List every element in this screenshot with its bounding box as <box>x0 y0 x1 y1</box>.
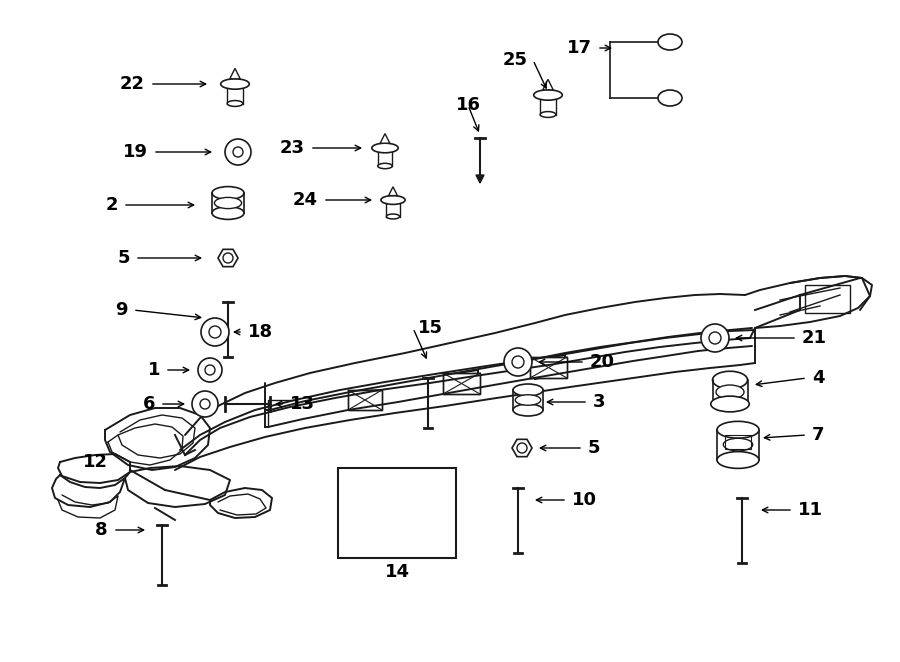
Text: 19: 19 <box>123 143 148 161</box>
Text: 25: 25 <box>503 51 528 69</box>
Ellipse shape <box>711 396 749 412</box>
Polygon shape <box>348 390 382 410</box>
Text: 1: 1 <box>148 361 160 379</box>
Ellipse shape <box>220 79 249 89</box>
Text: 10: 10 <box>572 491 597 509</box>
Circle shape <box>192 391 218 417</box>
Text: 18: 18 <box>248 323 273 341</box>
Circle shape <box>701 324 729 352</box>
Text: 11: 11 <box>798 501 823 519</box>
Ellipse shape <box>534 90 562 100</box>
Polygon shape <box>512 440 532 457</box>
Polygon shape <box>543 79 553 90</box>
Text: 17: 17 <box>567 39 592 57</box>
Polygon shape <box>443 373 480 394</box>
Polygon shape <box>380 134 390 143</box>
Polygon shape <box>389 187 398 195</box>
Ellipse shape <box>513 384 543 396</box>
Text: 2: 2 <box>105 196 118 214</box>
Text: 7: 7 <box>812 426 824 444</box>
Text: 9: 9 <box>115 301 128 319</box>
Circle shape <box>198 358 222 382</box>
Text: 23: 23 <box>280 139 305 157</box>
Circle shape <box>201 318 229 346</box>
Text: 5: 5 <box>588 439 600 457</box>
Bar <box>805 285 850 313</box>
Text: 21: 21 <box>802 329 827 347</box>
Ellipse shape <box>658 34 682 50</box>
Bar <box>338 468 456 558</box>
Polygon shape <box>230 68 240 79</box>
Text: 15: 15 <box>418 319 443 337</box>
Text: 6: 6 <box>142 395 155 413</box>
Ellipse shape <box>717 421 759 438</box>
Text: 14: 14 <box>384 563 410 581</box>
Polygon shape <box>218 250 238 267</box>
Ellipse shape <box>212 207 244 219</box>
Circle shape <box>225 139 251 165</box>
Ellipse shape <box>717 451 759 469</box>
Text: 12: 12 <box>83 453 108 471</box>
Text: 22: 22 <box>120 75 145 93</box>
Ellipse shape <box>386 214 400 219</box>
Ellipse shape <box>540 112 556 117</box>
Ellipse shape <box>378 164 392 169</box>
Ellipse shape <box>658 90 682 106</box>
Text: 5: 5 <box>118 249 130 267</box>
Circle shape <box>517 443 527 453</box>
Ellipse shape <box>227 101 243 107</box>
Circle shape <box>512 356 524 368</box>
Polygon shape <box>476 175 484 183</box>
Text: 3: 3 <box>593 393 606 411</box>
Ellipse shape <box>214 197 241 209</box>
Text: 20: 20 <box>590 353 615 371</box>
Text: 13: 13 <box>290 395 315 413</box>
Ellipse shape <box>372 143 398 153</box>
Polygon shape <box>530 357 567 378</box>
Text: 24: 24 <box>293 191 318 209</box>
Circle shape <box>223 253 233 263</box>
Text: 8: 8 <box>95 521 108 539</box>
Circle shape <box>504 348 532 376</box>
Circle shape <box>709 332 721 344</box>
Ellipse shape <box>381 195 405 205</box>
Circle shape <box>233 147 243 157</box>
Circle shape <box>200 399 210 409</box>
Ellipse shape <box>212 187 244 199</box>
Ellipse shape <box>515 395 541 405</box>
Ellipse shape <box>713 371 748 389</box>
Text: 4: 4 <box>812 369 824 387</box>
Circle shape <box>209 326 221 338</box>
Bar <box>725 435 751 449</box>
Ellipse shape <box>716 385 744 399</box>
Text: 16: 16 <box>455 96 481 114</box>
Ellipse shape <box>724 438 752 451</box>
Circle shape <box>205 365 215 375</box>
Ellipse shape <box>513 404 543 416</box>
